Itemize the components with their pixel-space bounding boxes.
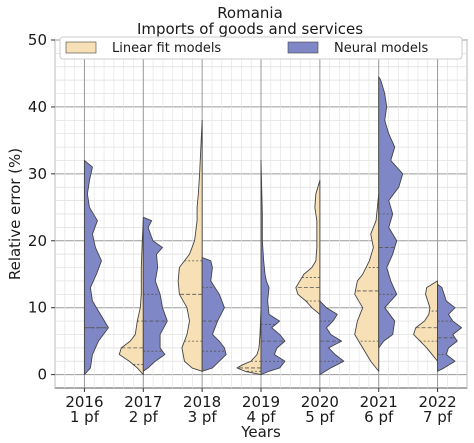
legend: Linear fit models Neural models	[59, 36, 463, 60]
x-tick-label-year: 2018	[183, 393, 221, 411]
violin-neural-2019	[260, 160, 286, 376]
x-tick-label-year: 2022	[418, 393, 456, 411]
x-tick-label-year: 2017	[124, 393, 162, 411]
violin-linear-2017	[118, 220, 144, 376]
chart-subtitle: Imports of goods and services	[137, 20, 363, 38]
y-tick-label: 10	[28, 299, 47, 317]
y-ticks: 0 10 20 30 40 50	[28, 31, 55, 384]
legend-box	[59, 36, 463, 60]
x-tick-label-horizon: 3 pf	[188, 408, 218, 426]
x-axis-label: Years	[240, 423, 281, 441]
violin-linear-2019	[236, 307, 262, 376]
legend-label-linear: Linear fit models	[112, 41, 221, 56]
y-tick-label: 30	[28, 165, 47, 183]
y-axis-label: Relative error (%)	[6, 148, 24, 280]
violin-neural-2020	[319, 300, 345, 376]
chart-title: Romania	[217, 4, 283, 22]
violin-linear-2020	[295, 180, 321, 315]
violins	[83, 76, 463, 376]
x-tick-label-horizon: 7 pf	[423, 408, 453, 426]
x-tick-label-year: 2020	[301, 393, 339, 411]
x-tick-label-horizon: 2 pf	[129, 408, 159, 426]
x-tick-label-year: 2019	[242, 393, 280, 411]
violin-neural-2022	[437, 283, 463, 372]
violin-neural-2021	[378, 76, 404, 349]
y-tick-label: 40	[28, 98, 47, 116]
legend-label-neural: Neural models	[334, 41, 428, 56]
y-tick-label: 50	[28, 31, 47, 49]
x-tick-label-horizon: 5 pf	[305, 408, 335, 426]
x-tick-label-year: 2021	[360, 393, 398, 411]
violin-linear-2022	[413, 280, 439, 362]
x-tick-label-horizon: 4 pf	[246, 408, 276, 426]
violin-linear-2018	[177, 119, 203, 372]
x-tick-label-horizon: 1 pf	[70, 408, 100, 426]
x-tick-label-horizon: 6 pf	[364, 408, 394, 426]
y-tick-label: 20	[28, 232, 47, 250]
x-tick-label-year: 2016	[65, 393, 103, 411]
violin-linear-2021	[354, 193, 380, 372]
violin-neural-2016	[83, 160, 109, 376]
y-tick-label: 0	[37, 366, 47, 384]
legend-swatch-neural	[287, 41, 319, 54]
legend-swatch-linear	[65, 41, 97, 54]
